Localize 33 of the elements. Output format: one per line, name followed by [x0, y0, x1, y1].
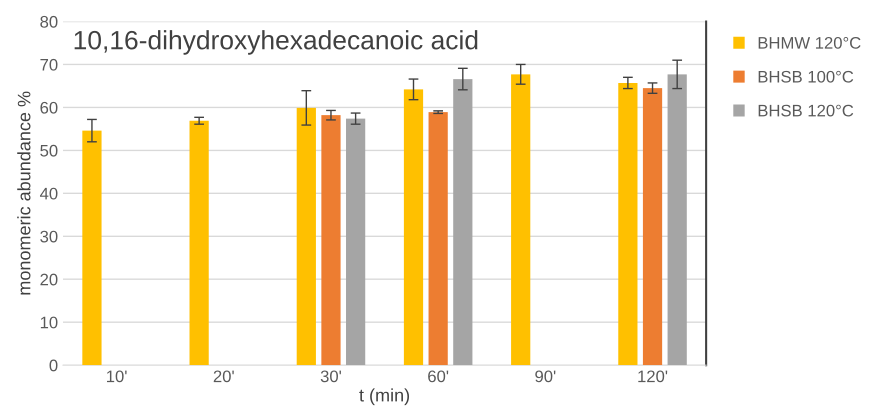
y-tick-label: 50	[40, 144, 58, 157]
y-tick-label: 70	[40, 58, 58, 71]
bar	[668, 74, 687, 366]
bar	[82, 130, 102, 366]
x-tick-label: 60'	[428, 370, 448, 382]
y-axis-title: monomeric abundance %	[17, 92, 30, 295]
bar	[618, 82, 638, 366]
x-tick-label: 20'	[214, 370, 234, 382]
y-tick-label: 80	[40, 16, 58, 28]
bar	[642, 88, 662, 366]
y-tick-label: 40	[40, 188, 58, 200]
bar	[346, 118, 366, 366]
x-axis-title: t (min)	[359, 388, 410, 406]
bar	[453, 79, 472, 366]
chart-title: 10,16-dihydroxyhexadecanoic acid	[74, 30, 478, 55]
legend-label: BHSB 120°C	[758, 104, 854, 117]
bar	[190, 120, 209, 366]
legend-label: BHSB 100°C	[758, 70, 854, 83]
bar	[428, 112, 448, 366]
bar	[296, 108, 316, 366]
legend-label: BHMW 120°C	[758, 36, 861, 49]
y-tick-label: 0	[50, 360, 58, 372]
y-tick-label: 60	[40, 102, 58, 114]
x-tick-label: 30'	[320, 370, 341, 382]
x-tick-label: 120'	[638, 370, 668, 382]
y-tick-label: 20	[40, 274, 58, 286]
bar	[511, 74, 530, 366]
y-tick-label: 30	[40, 230, 58, 242]
bar	[321, 115, 341, 366]
bar	[404, 89, 424, 366]
x-tick-label: 90'	[535, 370, 556, 382]
y-tick-label: 10	[40, 316, 58, 328]
x-tick-label: 10'	[107, 370, 127, 382]
